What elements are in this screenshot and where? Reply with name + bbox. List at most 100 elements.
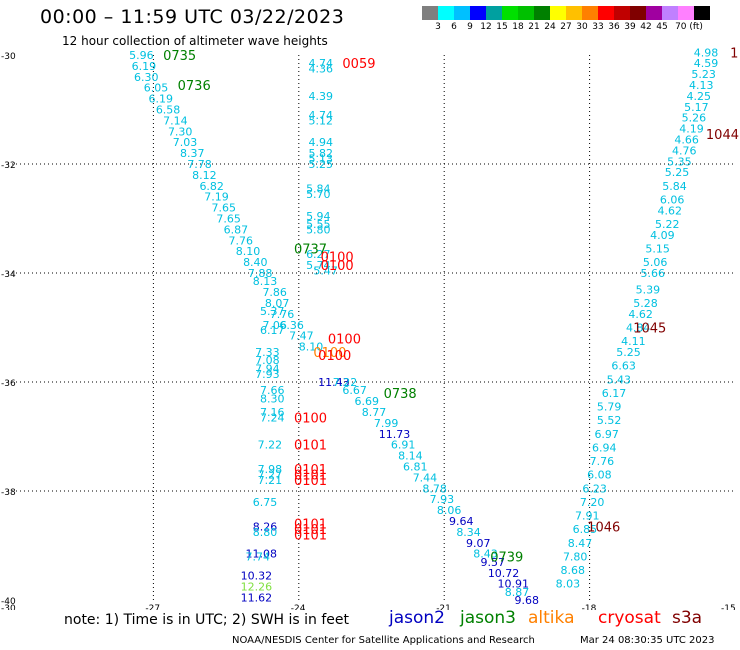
wave-height-value: 5.28 <box>633 297 658 310</box>
wave-height-value: 5.25 <box>308 158 333 171</box>
pass-time-label: 0100 <box>294 411 327 426</box>
wave-height-value: 7.08 <box>255 354 280 367</box>
colorbar-swatch <box>486 6 502 20</box>
pass-time-label: 0738 <box>384 387 417 402</box>
wave-height-value: 9.57 <box>481 556 506 569</box>
wave-height-value: 7.27 <box>258 469 283 482</box>
lat-tick-label: -32 <box>1 161 16 171</box>
wave-height-value: 5.84 <box>662 180 687 193</box>
wave-height-value: 7.44 <box>413 471 438 484</box>
wave-height-value: 7.16 <box>260 406 285 419</box>
wave-height-value: 5.52 <box>597 414 622 427</box>
wave-height-value: 7.65 <box>216 213 241 226</box>
lat-tick-label: -40 <box>1 597 16 607</box>
wave-height-value: 8.47 <box>568 537 593 550</box>
wave-height-value: 5.82 <box>308 147 333 160</box>
lon-tick-label: -15 <box>721 604 736 610</box>
pass-time-label: 0101 <box>294 523 327 538</box>
wave-height-value: 6.05 <box>144 82 169 95</box>
map-note: note: 1) Time is in UTC; 2) SWH is in fe… <box>64 612 350 628</box>
colorbar-swatch <box>614 6 630 20</box>
colorbar-swatch <box>566 6 582 20</box>
wave-height-value: 4.66 <box>674 133 699 146</box>
wave-height-value: 5.12 <box>308 114 333 127</box>
credit-text: NOAA/NESDIS Center for Satellite Applica… <box>232 635 535 646</box>
wave-height-value: 5.66 <box>640 267 665 280</box>
colorbar-label: 9 <box>467 22 473 32</box>
wave-height-value: 5.39 <box>636 283 661 296</box>
wave-height-value: 4.25 <box>687 90 712 103</box>
pass-time-label: 0101 <box>294 518 327 533</box>
pass-time-label: 1044 <box>706 128 739 143</box>
legend-altika: altika <box>528 608 575 628</box>
wave-height-value: 5.79 <box>597 401 622 414</box>
wave-height-value: 5.25 <box>616 346 641 359</box>
pass-time-label: 0101 <box>294 439 327 454</box>
wave-height-value: 7.06 <box>262 319 287 332</box>
wave-height-map: -30-32-34-36-38-40-30 -27 -24 -21 -18 -155.96… <box>1 46 739 610</box>
pass-time-label: 0100 <box>318 349 351 364</box>
wave-height-value: 8.78 <box>422 482 447 495</box>
wave-height-value: 10.32 <box>241 569 273 582</box>
wave-height-value: 6.97 <box>594 428 619 441</box>
colorbar-swatch <box>454 6 470 20</box>
wave-height-value: 5.43 <box>607 373 632 386</box>
wave-height-value: 8.06 <box>437 504 462 517</box>
colorbar-label: 42 <box>640 22 652 32</box>
wave-height-value: 6.17 <box>260 324 285 337</box>
wave-height-value: 7.99 <box>374 417 399 430</box>
wave-height-value: 6.91 <box>391 439 416 452</box>
colorbar-swatch <box>518 6 534 20</box>
wave-height-value: 5.70 <box>306 188 331 201</box>
wave-height-value: 5.22 <box>655 218 680 231</box>
wave-height-value: 7.76 <box>229 234 254 247</box>
colorbar-swatch <box>582 6 598 20</box>
wave-height-value: 4.74 <box>308 57 333 70</box>
wave-height-value: 7.19 <box>204 191 229 204</box>
colorbar-swatch <box>598 6 614 20</box>
colorbar-swatch <box>534 6 550 20</box>
wave-height-value: 7.47 <box>289 330 314 343</box>
pass-time-label: 0100 <box>321 259 354 274</box>
colorbar-label: 45 <box>656 22 668 32</box>
wave-height-value: 8.12 <box>192 169 217 182</box>
wave-height-value: 8.77 <box>362 406 387 419</box>
pass-time-label: 0101 <box>294 469 327 484</box>
wave-height-value: 6.36 <box>279 319 304 332</box>
wave-height-value: 5.84 <box>306 183 331 196</box>
wave-height-value: 6.75 <box>253 496 277 509</box>
pass-time-label: 0737 <box>294 242 327 257</box>
wave-height-value: 4.11 <box>621 335 646 348</box>
colorbar-swatch <box>502 6 518 20</box>
pass-time-label: 0059 <box>342 57 375 72</box>
wave-height-value: 11.62 <box>241 591 273 604</box>
wave-height-value: 7.21 <box>258 474 283 487</box>
wave-height-value: 7.14 <box>163 114 188 127</box>
wave-height-value: 4.59 <box>694 57 719 70</box>
wave-height-value: 8.14 <box>398 450 423 463</box>
wave-height-value: 10.91 <box>498 578 529 591</box>
wave-height-value: 5.74 <box>306 259 331 272</box>
wave-height-value: 5.26 <box>682 112 707 125</box>
wave-height-value: 5.80 <box>306 223 331 236</box>
wave-height-value: 6.82 <box>199 180 224 193</box>
legend-cryosat: cryosat <box>598 608 661 628</box>
wave-height-value: 6.30 <box>134 71 159 84</box>
wave-height-value: 4.98 <box>694 46 719 59</box>
pass-time-label: 0100 <box>328 332 361 347</box>
pass-time-label: 0739 <box>490 550 523 565</box>
lon-tick-label: -27 <box>145 604 160 610</box>
wave-height-value: 6.85 <box>573 523 598 536</box>
wave-height-value: 8.03 <box>556 578 581 591</box>
wave-height-value: 8.10 <box>236 245 261 258</box>
colorbar-label: 27 <box>560 22 572 32</box>
wave-height-value: 8.40 <box>243 256 268 269</box>
wave-height-value: 7.88 <box>248 267 273 280</box>
wave-height-value: 6.58 <box>156 104 181 117</box>
wave-height-value: 9.64 <box>449 515 474 528</box>
wave-height-value: 8.13 <box>253 275 277 288</box>
wave-height-value: 7.93 <box>430 493 455 506</box>
wave-height-value: 6.19 <box>132 60 157 73</box>
wave-height-value: 8.43 <box>473 548 498 561</box>
wave-height-value: 6.17 <box>602 387 627 400</box>
